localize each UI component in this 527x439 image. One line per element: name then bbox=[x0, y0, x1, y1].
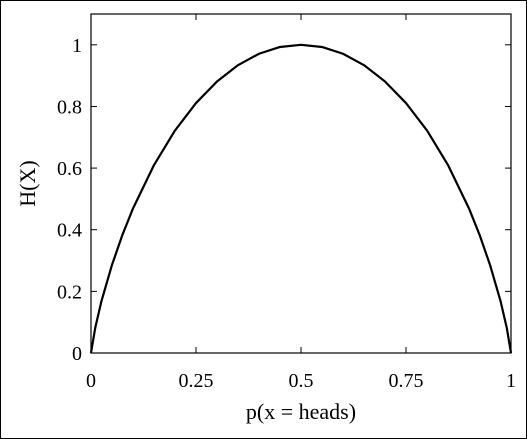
x-axis-title: p(x = heads) bbox=[246, 399, 356, 424]
y-axis-ticks: 0 0.2 0.4 0.6 0.8 1 bbox=[57, 35, 511, 365]
y-tick-label: 0.4 bbox=[57, 220, 82, 242]
y-tick-label: 0.8 bbox=[57, 96, 82, 118]
x-axis-ticks: 0 0.25 0.5 0.75 1 bbox=[86, 14, 516, 392]
y-tick-label: 0.6 bbox=[57, 158, 82, 180]
series-layer bbox=[89, 43, 513, 354]
x-tick-label: 0 bbox=[86, 370, 96, 392]
x-tick-label: 0.25 bbox=[179, 370, 214, 392]
y-tick-label: 0.2 bbox=[57, 281, 82, 303]
x-tick-label: 0.75 bbox=[389, 370, 424, 392]
y-tick-label: 1 bbox=[72, 35, 82, 57]
y-tick-label: 0 bbox=[72, 343, 82, 365]
y-axis-title: H(X) bbox=[15, 160, 40, 206]
plot-area bbox=[90, 13, 512, 354]
x-tick-label: 1 bbox=[506, 370, 516, 392]
series-line bbox=[89, 43, 513, 354]
x-tick-label: 0.5 bbox=[289, 370, 314, 392]
